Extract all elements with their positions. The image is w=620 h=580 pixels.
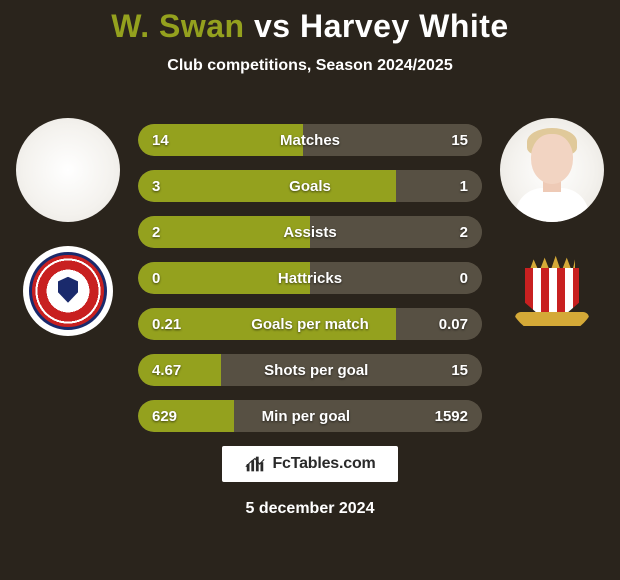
- stat-row: 0.21Goals per match0.07: [138, 308, 482, 340]
- stat-row: 0Hattricks0: [138, 262, 482, 294]
- stats-list: 14Matches153Goals12Assists20Hattricks00.…: [138, 124, 482, 432]
- page-title: W. Swan vs Harvey White: [0, 8, 620, 45]
- stat-label: Goals: [160, 178, 459, 195]
- stat-row: 2Assists2: [138, 216, 482, 248]
- player1-club-crest: [23, 246, 113, 336]
- stat-label: Hattricks: [160, 270, 459, 287]
- stat-value-left: 0: [138, 270, 160, 287]
- stat-label: Shots per goal: [181, 362, 451, 379]
- stat-value-right: 1592: [435, 408, 482, 425]
- stat-label: Min per goal: [177, 408, 435, 425]
- player2-photo: [500, 118, 604, 222]
- left-avatar-column: [8, 118, 128, 336]
- stat-value-right: 1: [460, 178, 482, 195]
- stat-value-right: 15: [451, 132, 482, 149]
- stat-value-left: 4.67: [138, 362, 181, 379]
- stat-label: Assists: [160, 224, 459, 241]
- player2-club-crest: [507, 246, 597, 336]
- stat-value-left: 0.21: [138, 316, 181, 333]
- branding-text: FcTables.com: [272, 455, 375, 473]
- subtitle: Club competitions, Season 2024/2025: [0, 57, 620, 75]
- stat-label: Goals per match: [181, 316, 439, 333]
- right-avatar-column: [492, 118, 612, 336]
- stat-row: 14Matches15: [138, 124, 482, 156]
- stat-row: 629Min per goal1592: [138, 400, 482, 432]
- comparison-infographic: W. Swan vs Harvey White Club competition…: [0, 0, 620, 580]
- stat-row: 3Goals1: [138, 170, 482, 202]
- stat-value-left: 629: [138, 408, 177, 425]
- stat-value-left: 14: [138, 132, 169, 149]
- player1-photo: [16, 118, 120, 222]
- stat-value-right: 2: [460, 224, 482, 241]
- branding-badge: FcTables.com: [222, 446, 398, 482]
- title-vs: vs: [254, 8, 291, 44]
- title-player2: Harvey White: [300, 8, 509, 44]
- stat-value-left: 3: [138, 178, 160, 195]
- stat-value-left: 2: [138, 224, 160, 241]
- title-player1: W. Swan: [111, 8, 244, 44]
- stat-value-right: 0.07: [439, 316, 482, 333]
- stat-value-right: 15: [451, 362, 482, 379]
- stat-row: 4.67Shots per goal15: [138, 354, 482, 386]
- branding-chart-icon: [244, 453, 266, 475]
- infographic-date: 5 december 2024: [0, 500, 620, 518]
- stat-label: Matches: [169, 132, 452, 149]
- stat-value-right: 0: [460, 270, 482, 287]
